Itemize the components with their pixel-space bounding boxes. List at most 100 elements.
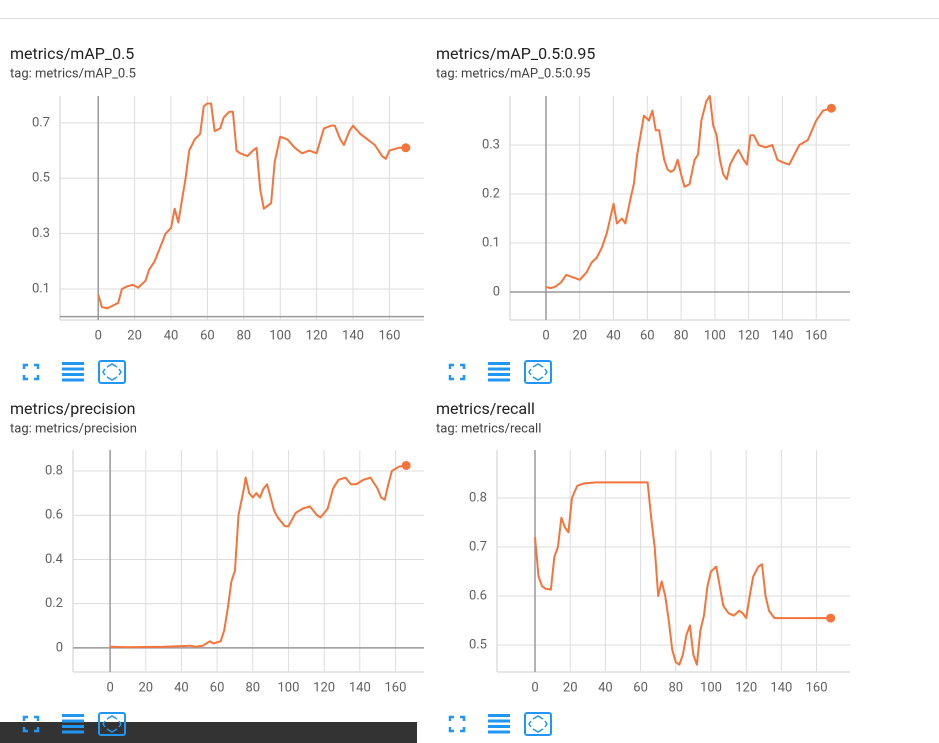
icon bbox=[62, 373, 84, 376]
series-line bbox=[97, 102, 406, 310]
x-tick-label: 80 bbox=[668, 680, 683, 695]
y-tick-label: 0.6 bbox=[45, 508, 63, 523]
icon bbox=[22, 363, 40, 381]
series-line bbox=[534, 481, 831, 666]
x-tick-label: 40 bbox=[164, 328, 179, 343]
x-tick-label: 160 bbox=[385, 680, 407, 695]
x-tick-label: 140 bbox=[349, 680, 371, 695]
chart-toolbar bbox=[448, 360, 552, 384]
x-tick-label: 120 bbox=[735, 680, 757, 695]
chart-title: metrics/precision bbox=[10, 399, 135, 418]
icon bbox=[528, 715, 548, 733]
chart-title: metrics/mAP_0.5:0.95 bbox=[436, 44, 595, 63]
log-scale-button[interactable] bbox=[488, 362, 510, 382]
x-tick-label: 60 bbox=[210, 680, 225, 695]
y-tick-label: 0 bbox=[56, 640, 63, 655]
chart-toolbar bbox=[448, 712, 552, 736]
fullscreen-button[interactable] bbox=[448, 363, 466, 381]
y-tick-label: 0.4 bbox=[45, 552, 64, 567]
icon bbox=[488, 714, 510, 717]
y-tick-label: 0.3 bbox=[32, 226, 50, 241]
last-point bbox=[401, 143, 411, 153]
icon bbox=[448, 715, 466, 733]
fullscreen-button[interactable] bbox=[448, 715, 466, 733]
x-tick-label: 100 bbox=[700, 680, 722, 695]
chart-toolbar bbox=[22, 712, 126, 736]
x-tick-label: 140 bbox=[342, 328, 364, 343]
x-tick-label: 120 bbox=[313, 680, 335, 695]
y-tick-label: 0.3 bbox=[482, 137, 500, 152]
icon bbox=[102, 363, 122, 381]
icon bbox=[22, 715, 40, 733]
x-tick-label: 40 bbox=[606, 328, 621, 343]
x-tick-label: 0 bbox=[531, 680, 538, 695]
icon bbox=[62, 730, 84, 734]
icon bbox=[488, 378, 510, 382]
y-tick-label: 0.8 bbox=[469, 490, 487, 505]
y-tick-label: 0.5 bbox=[32, 171, 50, 186]
x-tick-label: 60 bbox=[633, 680, 648, 695]
icon bbox=[488, 367, 510, 371]
icon bbox=[98, 712, 126, 736]
x-tick-label: 20 bbox=[127, 328, 142, 343]
icon bbox=[98, 360, 126, 384]
chart-title: metrics/mAP_0.5 bbox=[10, 44, 134, 63]
y-tick-label: 0.1 bbox=[32, 281, 50, 296]
y-tick-label: 0.6 bbox=[469, 588, 487, 603]
icon bbox=[448, 363, 466, 381]
x-tick-label: 120 bbox=[306, 328, 328, 343]
fit-domain-button[interactable] bbox=[98, 360, 126, 384]
icon bbox=[62, 378, 84, 382]
x-tick-label: 20 bbox=[572, 328, 587, 343]
icon bbox=[524, 360, 552, 384]
y-tick-label: 0.7 bbox=[469, 539, 487, 554]
chart-title: metrics/recall bbox=[436, 399, 535, 418]
y-tick-label: 0 bbox=[493, 284, 500, 299]
icon bbox=[62, 719, 84, 723]
x-tick-label: 0 bbox=[95, 328, 102, 343]
series-line bbox=[110, 464, 407, 649]
fit-domain-button[interactable] bbox=[524, 712, 552, 736]
icon bbox=[524, 712, 552, 736]
last-point bbox=[401, 460, 411, 470]
x-tick-label: 60 bbox=[200, 328, 215, 343]
x-tick-label: 40 bbox=[174, 680, 189, 695]
x-tick-label: 80 bbox=[237, 328, 252, 343]
fit-domain-button[interactable] bbox=[524, 360, 552, 384]
icon bbox=[488, 373, 510, 376]
x-tick-label: 100 bbox=[704, 328, 726, 343]
x-tick-label: 160 bbox=[378, 328, 400, 343]
log-scale-button[interactable] bbox=[488, 714, 510, 734]
chart-tag: tag: metrics/precision bbox=[10, 421, 137, 436]
fit-domain-button[interactable] bbox=[98, 712, 126, 736]
y-tick-label: 0.5 bbox=[469, 637, 487, 652]
x-tick-label: 20 bbox=[138, 680, 153, 695]
x-tick-label: 60 bbox=[640, 328, 655, 343]
log-scale-button[interactable] bbox=[62, 714, 84, 734]
x-tick-label: 140 bbox=[770, 680, 792, 695]
last-point bbox=[826, 613, 836, 623]
series-line bbox=[545, 95, 832, 290]
icon bbox=[62, 714, 84, 717]
icon bbox=[488, 725, 510, 728]
chart-toolbar bbox=[22, 360, 126, 384]
x-tick-label: 20 bbox=[563, 680, 578, 695]
icon bbox=[62, 367, 84, 371]
x-tick-label: 160 bbox=[805, 328, 827, 343]
x-tick-label: 100 bbox=[269, 328, 291, 343]
icon bbox=[102, 715, 122, 733]
x-tick-label: 100 bbox=[277, 680, 299, 695]
fullscreen-button[interactable] bbox=[22, 715, 40, 733]
x-tick-label: 40 bbox=[598, 680, 613, 695]
toast-bar bbox=[0, 722, 417, 743]
chart-tag: tag: metrics/mAP_0.5:0.95 bbox=[436, 66, 590, 81]
y-tick-label: 0.2 bbox=[482, 186, 500, 201]
log-scale-button[interactable] bbox=[62, 362, 84, 382]
icon bbox=[62, 725, 84, 728]
icon bbox=[488, 730, 510, 734]
fullscreen-button[interactable] bbox=[22, 363, 40, 381]
x-tick-label: 0 bbox=[106, 680, 113, 695]
icon bbox=[488, 719, 510, 723]
